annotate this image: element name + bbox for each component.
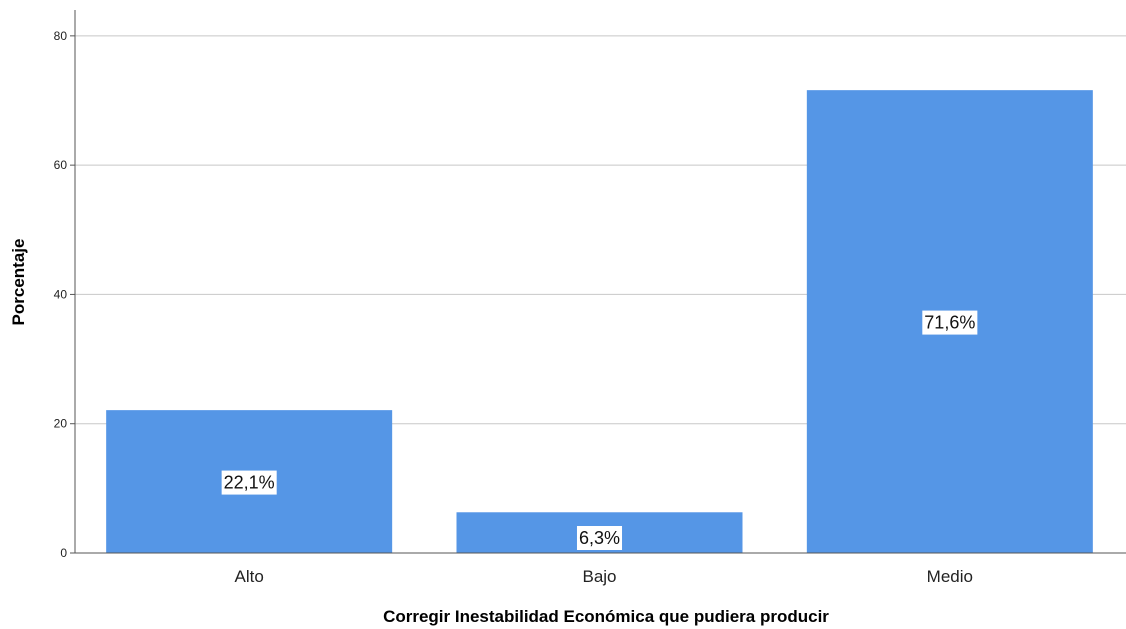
data-labels: 22,1% 6,3% 71,6%	[221, 310, 978, 550]
data-label-text: 22,1%	[224, 473, 275, 493]
data-label-box	[922, 310, 978, 335]
x-axis-title: Corregir Inestabilidad Económica que pud…	[383, 607, 829, 626]
y-tick-label: 20	[54, 417, 68, 431]
data-label: 71,6%	[922, 310, 978, 335]
x-tick-label: Alto	[235, 567, 264, 586]
data-label: 6,3%	[576, 526, 623, 550]
y-tick-label: 0	[60, 546, 67, 560]
axes	[74, 10, 1126, 554]
x-category-labels: Alto Bajo Medio	[235, 567, 973, 586]
y-tick-label: 80	[54, 29, 68, 43]
data-label-text: 6,3%	[579, 528, 620, 548]
data-label-text: 71,6%	[924, 313, 975, 333]
y-tick-label: 40	[54, 287, 68, 301]
x-tick-label: Bajo	[582, 567, 616, 586]
data-label-box	[221, 470, 277, 495]
y-tick-label: 60	[54, 158, 68, 172]
x-tick-label: Medio	[927, 567, 973, 586]
data-label: 22,1%	[221, 470, 277, 495]
data-label-box	[576, 526, 623, 550]
y-axis-title: Porcentaje	[9, 239, 28, 326]
y-tick-labels: 0 20 40 60 80	[54, 29, 75, 560]
